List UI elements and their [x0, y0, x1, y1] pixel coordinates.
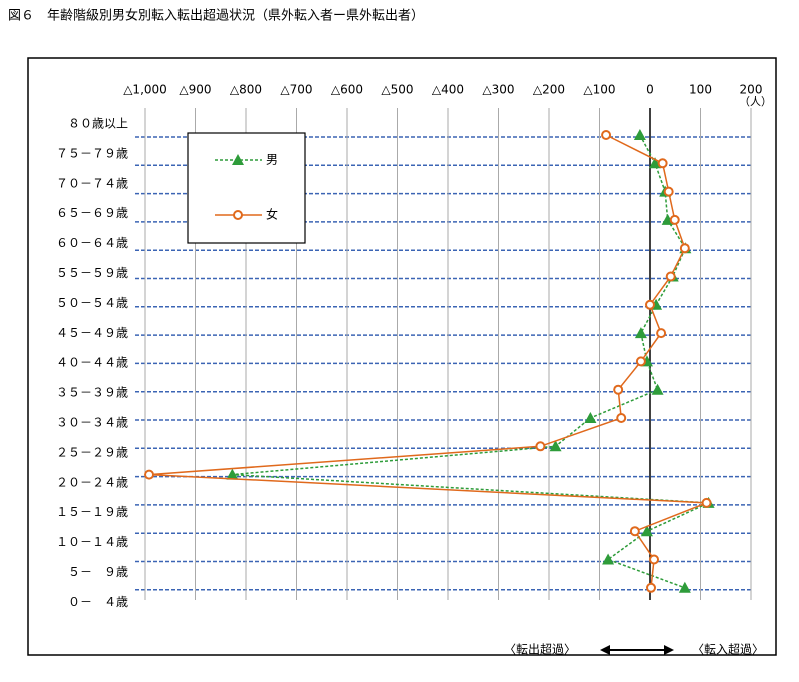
x-tick-label: △900 [179, 83, 211, 97]
y-tick-label: ６５－６９歳 [56, 206, 128, 220]
chart-title: 図６ 年齢階級別男女別転入転出超過状況（県外転入者ー県外転出者） [8, 8, 424, 24]
y-tick-label: ４０－４４歳 [56, 356, 128, 370]
y-tick-label: ４５－４９歳 [56, 326, 128, 340]
y-tick-label: ０－ ４歳 [68, 595, 128, 609]
marker [651, 383, 664, 395]
legend-label: 男 [266, 153, 278, 167]
frame [27, 57, 777, 656]
marker [701, 497, 712, 508]
marker [649, 157, 662, 169]
x-tick-label: 200 [740, 83, 763, 97]
marker [549, 440, 562, 452]
annotation: 〈転入超過〉 [692, 642, 764, 657]
legend-label: 女 [266, 207, 278, 222]
marker [678, 581, 691, 593]
y-tick-label: ５５－５９歳 [56, 266, 128, 280]
series-line [232, 134, 709, 589]
y-tick-label: ８０歳以上 [68, 117, 128, 131]
x-tick-label: 100 [689, 83, 712, 97]
marker [657, 158, 668, 169]
annotation: 〈転出超過〉 [504, 642, 576, 657]
x-tick-label: △1,000 [123, 83, 167, 97]
y-tick-label: ５０－５４歳 [56, 296, 128, 310]
x-tick-label: △400 [432, 83, 464, 97]
y-tick-label: ２５－２９歳 [56, 445, 128, 459]
marker [640, 525, 653, 537]
marker [144, 469, 155, 480]
marker [226, 468, 239, 480]
y-tick-label: １０－１４歳 [56, 535, 128, 549]
x-tick-label: △200 [533, 83, 565, 97]
marker [613, 384, 624, 395]
x-tick-label: △600 [331, 83, 363, 97]
marker [601, 130, 612, 140]
marker [616, 413, 627, 423]
legend-box [187, 132, 306, 244]
marker [629, 526, 640, 537]
marker [645, 299, 655, 310]
y-tick-label: ７０－７４歳 [56, 176, 128, 190]
marker [665, 271, 676, 282]
x-tick-label: △700 [280, 83, 312, 97]
x-tick-label: △500 [381, 83, 413, 97]
x-tick-label: △300 [482, 83, 514, 97]
y-tick-label: １５－１９歳 [56, 505, 128, 519]
marker [646, 582, 657, 593]
marker [635, 356, 646, 367]
x-tick-label: △800 [230, 83, 262, 97]
y-tick-label: ５－ ９歳 [68, 565, 128, 579]
x-tick-label: 0 [646, 83, 654, 97]
marker [656, 328, 667, 339]
marker [633, 129, 646, 140]
marker [634, 327, 647, 339]
marker [649, 554, 660, 565]
legend-marker [232, 154, 244, 165]
marker [663, 186, 674, 197]
x-unit: （人） [739, 95, 772, 108]
legend-marker [233, 210, 243, 220]
marker [669, 214, 680, 225]
marker [535, 441, 546, 452]
marker [679, 243, 690, 254]
y-tick-label: ２０－２４歳 [56, 475, 128, 489]
x-tick-label: △100 [583, 83, 615, 97]
y-tick-label: ３０－３４歳 [56, 416, 128, 430]
marker [602, 553, 615, 565]
marker [584, 412, 597, 423]
y-tick-label: ３５－３９歳 [56, 386, 128, 400]
y-tick-label: ６０－６４歳 [56, 236, 128, 250]
direction-arrow [600, 645, 674, 655]
y-tick-label: ７５－７９歳 [56, 146, 128, 160]
